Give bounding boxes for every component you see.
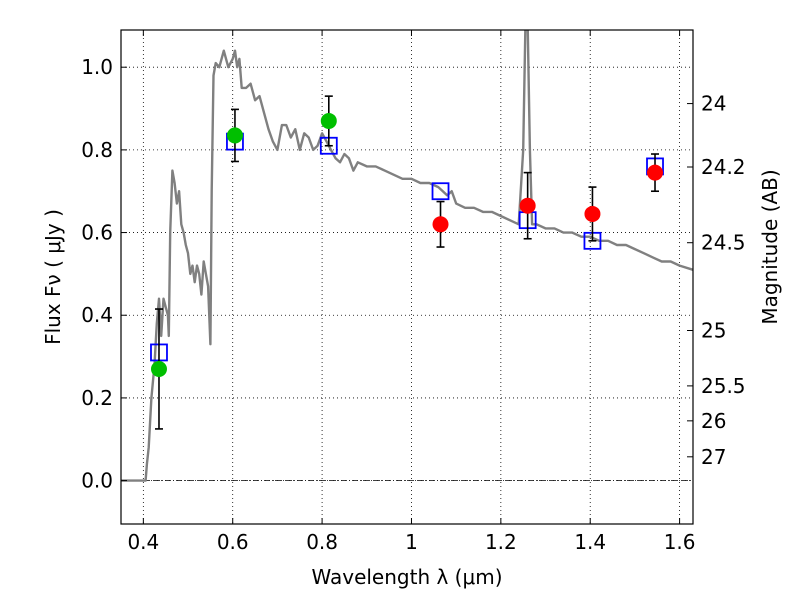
mag-tick-label: 27 (701, 445, 726, 469)
plot-frame (120, 29, 694, 525)
observed-flux-point (150, 360, 167, 377)
observed-flux-point (226, 127, 243, 144)
mag-tick-label: 25.5 (701, 374, 746, 398)
y2-axis-label: Magnitude (AB) (758, 169, 782, 324)
observed-flux-point (647, 164, 664, 181)
x-tick-label: 0.4 (127, 530, 159, 554)
x-tick-label: 0.8 (306, 530, 338, 554)
y-tick-label: 0.0 (81, 469, 113, 493)
model-spectrum-line (121, 30, 693, 482)
mag-tick-label: 24.5 (701, 231, 746, 255)
y-tick-label: 1.0 (81, 55, 113, 79)
x-tick-label: 1.6 (664, 530, 696, 554)
mag-tick-label: 25 (701, 319, 726, 343)
mag-tick-label: 24 (701, 92, 726, 116)
x-tick-label: 1.2 (485, 530, 517, 554)
y-tick-label: 0.4 (81, 303, 113, 327)
y-tick-label: 0.8 (81, 138, 113, 162)
observed-flux-point (584, 205, 601, 222)
y-tick-label: 0.2 (81, 386, 113, 410)
x-axis-label: Wavelength λ (μm) (311, 565, 502, 589)
x-tick-label: 0.6 (217, 530, 249, 554)
model-photometry-square (431, 182, 450, 201)
ticks: 0.4 0.6 0.8 1 1.2 1.4 1.6 0.0 0.2 0.4 0.6 0.8 1.0 24 2… (81, 30, 746, 554)
observed-flux-point (320, 112, 337, 129)
y-axis-label: Flux Fν ( μJy ) (41, 209, 65, 345)
observed-flux-point (519, 197, 536, 214)
y-tick-label: 0.6 (81, 221, 113, 245)
mag-tick-label: 26 (701, 409, 726, 433)
observed-flux-point (432, 216, 449, 233)
x-tick-label: 1.4 (574, 530, 606, 554)
x-tick-label: 1 (405, 530, 418, 554)
mag-tick-label: 24.2 (701, 155, 746, 179)
plot-area (121, 30, 693, 482)
